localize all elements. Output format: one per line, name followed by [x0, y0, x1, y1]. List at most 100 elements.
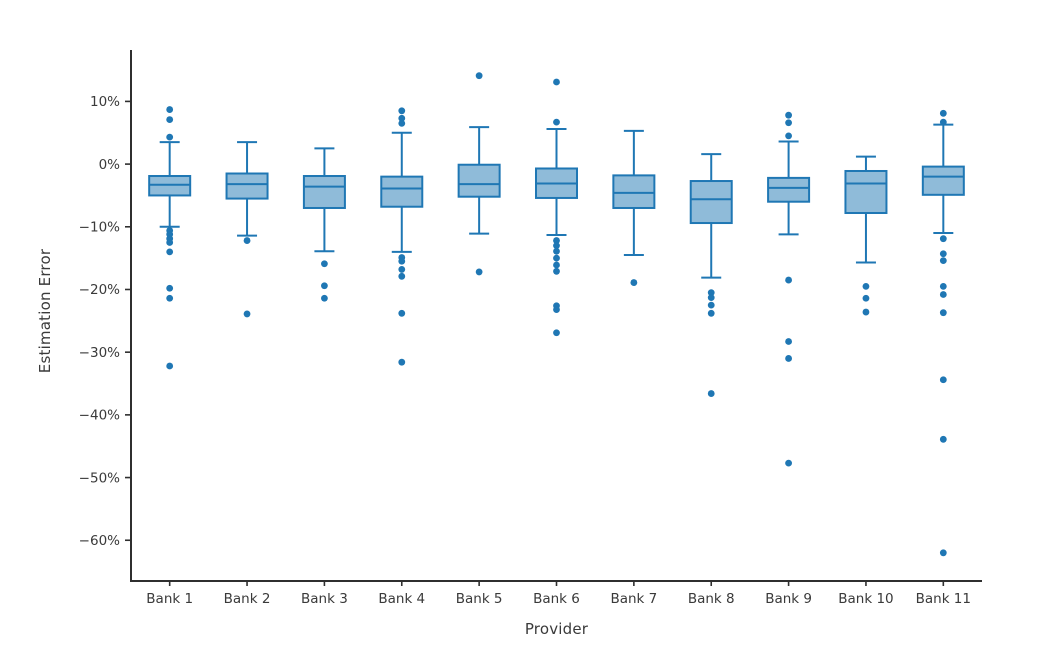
x-tick-label: Bank 5: [456, 591, 503, 607]
iqr-box: [302, 175, 346, 209]
outlier-point: [321, 282, 328, 290]
outlier-point: [553, 242, 560, 249]
box-bank-4: [380, 107, 424, 366]
outlier-point: [166, 284, 174, 292]
y-tick-label: 0%: [99, 157, 121, 173]
outlier-point: [862, 308, 870, 316]
outlier-point: [939, 309, 947, 317]
iqr-box: [844, 169, 888, 214]
outlier-point: [553, 78, 560, 86]
outlier-point: [321, 294, 328, 302]
outlier-point: [475, 72, 483, 80]
outlier-point: [166, 239, 174, 246]
box-bank-3: [302, 147, 346, 302]
outlier-point: [398, 107, 406, 115]
box-bank-6: [535, 78, 578, 337]
outlier-point: [939, 250, 947, 258]
outlier-point: [166, 116, 174, 123]
y-tick-label: −40%: [79, 408, 120, 424]
outlier-point: [939, 549, 947, 557]
outlier-point: [862, 282, 870, 290]
y-axis: 10% 0% −10% −20% −30% −40% −50% −60%: [79, 94, 131, 549]
iqr-box: [689, 180, 733, 225]
y-tick-label: −60%: [79, 533, 120, 549]
x-tick-label: Bank 8: [688, 591, 735, 607]
outlier-point: [862, 294, 870, 302]
iqr-box: [380, 175, 424, 208]
outlier-point: [939, 235, 947, 243]
outlier-point: [398, 266, 406, 273]
y-tick-label: −10%: [79, 220, 120, 236]
outlier-point: [553, 306, 560, 313]
x-axis: Bank 1 Bank 2 Bank 3 Bank 4 Bank 5 Bank 6 Bank…: [146, 581, 971, 607]
outlier-point: [785, 111, 792, 119]
outlier-point: [321, 260, 328, 268]
x-axis-title: Provider: [524, 620, 589, 638]
iqr-box: [225, 172, 269, 200]
box-bank-2: [225, 141, 269, 318]
box-bank-11: [921, 109, 965, 557]
outlier-point: [398, 114, 406, 122]
outlier-point: [398, 119, 406, 127]
x-tick-label: Bank 4: [378, 591, 425, 607]
outlier-point: [166, 133, 174, 141]
x-tick-label: Bank 6: [533, 591, 580, 607]
box-bank-8: [689, 153, 733, 397]
box-bank-10: [844, 155, 888, 316]
outlier-point: [785, 276, 792, 284]
outlier-point: [630, 279, 638, 286]
outlier-point: [398, 272, 406, 280]
outlier-point: [939, 282, 947, 290]
outlier-point: [553, 247, 560, 255]
outlier-point: [785, 119, 792, 127]
box-bank-9: [767, 111, 811, 467]
outlier-point: [707, 309, 715, 317]
outlier-point: [939, 435, 947, 443]
box-bank-1: [148, 106, 192, 370]
y-tick-label: −30%: [79, 345, 120, 361]
iqr-box: [457, 163, 501, 198]
outlier-point: [166, 248, 174, 256]
iqr-box: [612, 174, 656, 209]
outlier-point: [785, 132, 792, 140]
outlier-point: [166, 294, 174, 302]
outlier-point: [939, 257, 947, 265]
outlier-point: [939, 376, 947, 384]
outlier-point: [553, 254, 560, 262]
outlier-point: [939, 118, 947, 126]
outlier-point: [553, 118, 560, 126]
outlier-point: [166, 362, 174, 370]
y-tick-label: −50%: [79, 470, 120, 486]
x-tick-label: Bank 2: [224, 591, 271, 607]
outlier-point: [707, 301, 715, 309]
outlier-point: [553, 261, 560, 269]
outlier-point: [553, 267, 560, 275]
outlier-point: [785, 338, 792, 345]
outlier-point: [707, 294, 715, 302]
outlier-point: [553, 237, 560, 244]
outlier-point: [939, 109, 947, 117]
x-tick-label: Bank 10: [838, 591, 893, 607]
y-tick-label: 10%: [90, 94, 120, 110]
box-bank-5: [457, 72, 501, 276]
iqr-box: [921, 165, 965, 196]
outlier-point: [707, 390, 715, 397]
outlier-point: [939, 291, 947, 298]
y-tick-label: −20%: [79, 282, 120, 298]
x-tick-label: Bank 1: [146, 591, 193, 607]
outlier-point: [243, 310, 251, 318]
outlier-point: [166, 106, 174, 113]
x-tick-label: Bank 3: [301, 591, 348, 607]
outlier-point: [785, 459, 792, 467]
x-tick-label: Bank 9: [765, 591, 812, 607]
y-axis-title: Estimation Error: [36, 248, 54, 374]
iqr-box: [767, 176, 811, 203]
outlier-point: [398, 309, 406, 317]
outlier-point: [553, 329, 560, 337]
outlier-point: [707, 289, 715, 297]
outlier-point: [398, 257, 406, 265]
outlier-point: [398, 358, 406, 366]
outlier-point: [785, 355, 792, 362]
